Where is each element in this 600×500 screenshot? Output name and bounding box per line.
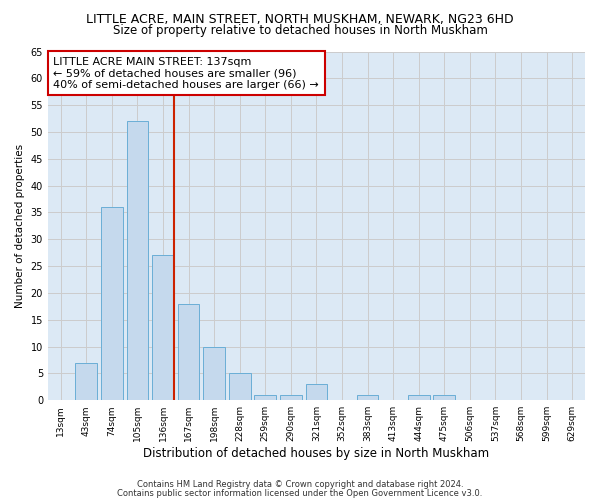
Bar: [408, 395, 430, 400]
Bar: [127, 121, 148, 400]
Text: LITTLE ACRE MAIN STREET: 137sqm
← 59% of detached houses are smaller (96)
40% of: LITTLE ACRE MAIN STREET: 137sqm ← 59% of…: [53, 56, 319, 90]
Bar: [203, 346, 225, 400]
Bar: [101, 207, 123, 400]
Bar: [152, 256, 174, 400]
Bar: [229, 374, 251, 400]
Text: Contains HM Land Registry data © Crown copyright and database right 2024.: Contains HM Land Registry data © Crown c…: [137, 480, 463, 489]
Bar: [280, 395, 302, 400]
Text: Size of property relative to detached houses in North Muskham: Size of property relative to detached ho…: [113, 24, 487, 37]
Bar: [305, 384, 328, 400]
Bar: [357, 395, 379, 400]
Text: Contains public sector information licensed under the Open Government Licence v3: Contains public sector information licen…: [118, 488, 482, 498]
Bar: [254, 395, 276, 400]
X-axis label: Distribution of detached houses by size in North Muskham: Distribution of detached houses by size …: [143, 447, 490, 460]
Bar: [76, 362, 97, 400]
Bar: [178, 304, 199, 400]
Bar: [433, 395, 455, 400]
Y-axis label: Number of detached properties: Number of detached properties: [15, 144, 25, 308]
Text: LITTLE ACRE, MAIN STREET, NORTH MUSKHAM, NEWARK, NG23 6HD: LITTLE ACRE, MAIN STREET, NORTH MUSKHAM,…: [86, 12, 514, 26]
